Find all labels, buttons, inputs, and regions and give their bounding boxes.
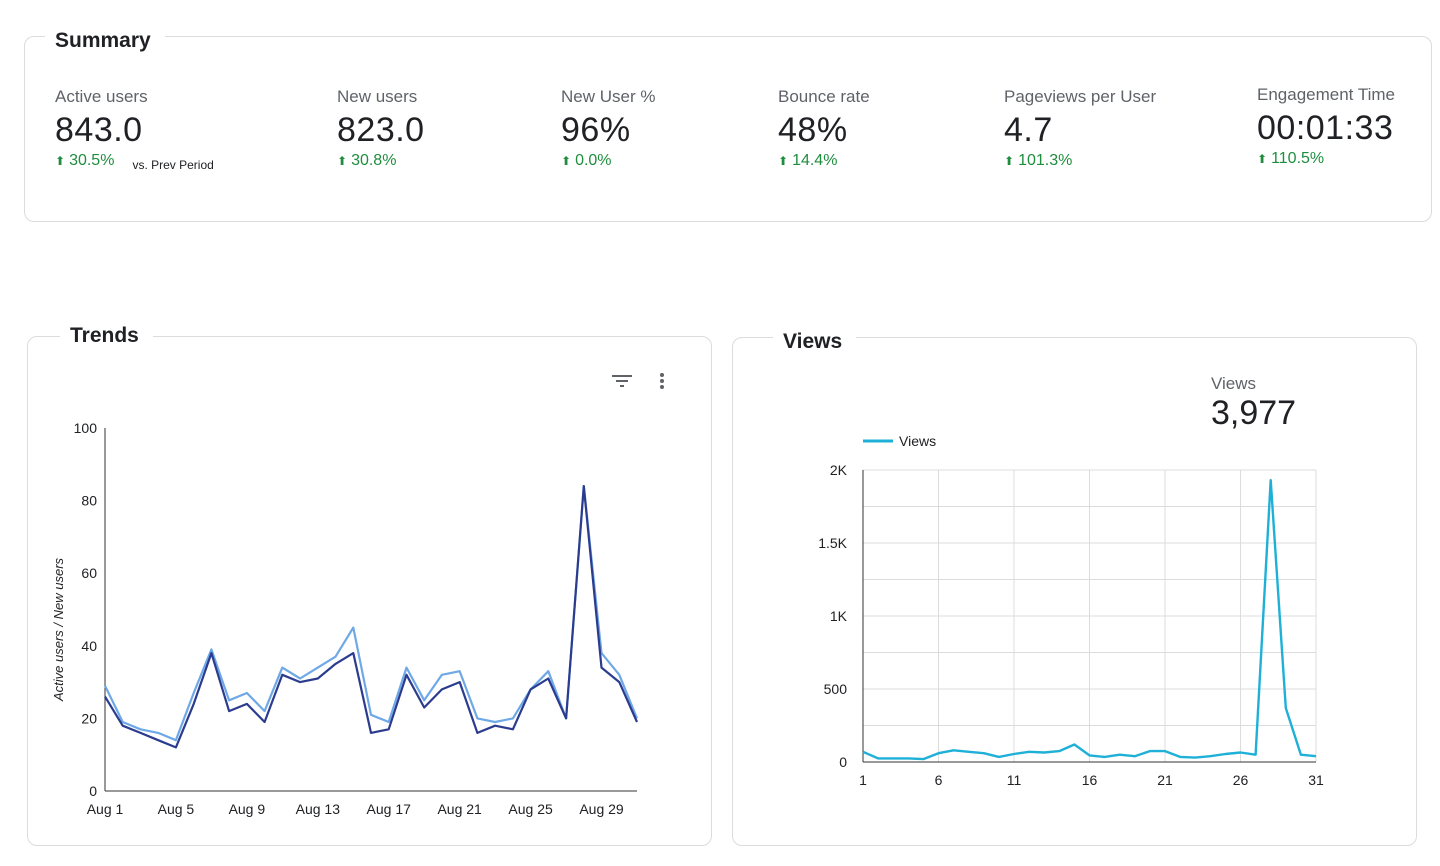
y-axis-title: Active users / New users — [51, 557, 66, 702]
arrow-up-icon: ⬆ — [778, 154, 789, 168]
y-tick-label: 500 — [824, 681, 848, 697]
x-tick-label: 1 — [859, 772, 867, 788]
metric-delta: ⬆ 30.8% — [337, 152, 397, 169]
y-tick-label: 40 — [81, 638, 97, 654]
views-card: Views Views 3,977 0 500 1K 1.5K 2K 1 6 11 16 21 26… — [732, 330, 1417, 846]
arrow-up-icon: ⬆ — [337, 154, 348, 168]
series-line-active-users — [104, 485, 639, 742]
views-title: Views — [773, 330, 857, 354]
x-tick-label: Aug 13 — [296, 801, 341, 817]
series-line-new-users — [104, 485, 639, 749]
metric-value: 48% — [778, 111, 848, 149]
trends-title: Trends — [60, 324, 153, 348]
metric-value: 823.0 — [337, 111, 425, 149]
summary-title: Summary — [45, 29, 165, 53]
series-line-views — [862, 478, 1317, 761]
metric-label: Engagement Time — [1257, 85, 1395, 104]
metric-engagement-time[interactable]: Engagement Time 00:01:33 ⬆ 110.5% — [1257, 85, 1395, 168]
x-tick-label: Aug 1 — [87, 801, 124, 817]
arrow-up-icon: ⬆ — [561, 154, 572, 168]
x-tick-label: Aug 21 — [437, 801, 482, 817]
x-tick-label: Aug 25 — [508, 801, 553, 817]
metric-label: Bounce rate — [778, 87, 870, 106]
metric-pageviews-per-user[interactable]: Pageviews per User 4.7 ⬆ 101.3% — [1004, 87, 1156, 170]
metric-label: Active users — [55, 87, 148, 106]
y-tick-label: 0 — [839, 754, 847, 770]
views-total-label: Views — [1211, 374, 1257, 393]
x-tick-label: 26 — [1233, 772, 1249, 788]
metric-new-user-pct[interactable]: New User % 96% ⬆ 0.0% — [561, 87, 655, 170]
summary-card: Summary Active users 843.0 ⬆ 30.5% vs. Pre… — [24, 29, 1432, 222]
x-tick-label: 16 — [1082, 772, 1098, 788]
y-tick-label: 1.5K — [818, 535, 847, 551]
vs-prev-period: vs. Prev Period — [132, 158, 214, 172]
metric-delta: ⬆ 0.0% — [561, 152, 612, 169]
metric-delta: ⬆ 14.4% — [778, 152, 838, 169]
x-tick-label: Aug 9 — [229, 801, 266, 817]
legend-label: Views — [899, 433, 936, 449]
x-tick-label: Aug 5 — [158, 801, 195, 817]
metric-bounce-rate[interactable]: Bounce rate 48% ⬆ 14.4% — [778, 87, 870, 170]
y-tick-label: 20 — [81, 710, 97, 726]
arrow-up-icon: ⬆ — [1004, 154, 1015, 168]
metric-value: 4.7 — [1004, 111, 1053, 149]
metric-delta: ⬆ 30.5% vs. Prev Period — [55, 152, 214, 172]
trends-chart: 0 20 40 60 80 100 Aug 1 Aug 5 Aug 9 Aug 13 Aug 17 A… — [51, 420, 639, 817]
metric-value: 843.0 — [55, 111, 143, 149]
views-total-value: 3,977 — [1211, 394, 1297, 432]
metric-active-users[interactable]: Active users 843.0 ⬆ 30.5% vs. Prev Period — [55, 87, 214, 172]
y-tick-label: 2K — [830, 462, 848, 478]
y-tick-label: 80 — [81, 493, 97, 509]
filter-icon[interactable] — [610, 371, 634, 396]
metric-label: New users — [337, 87, 418, 106]
arrow-up-icon: ⬆ — [1257, 152, 1268, 166]
trends-card: Trends 0 20 40 60 80 100 Aug 1 Aug 5 Aug 9 Aug 13… — [27, 324, 712, 846]
metric-delta: ⬆ 110.5% — [1257, 150, 1325, 167]
x-tick-label: 21 — [1157, 772, 1173, 788]
x-tick-label: Aug 29 — [579, 801, 624, 817]
metric-delta: ⬆ 101.3% — [1004, 152, 1073, 169]
more-vert-icon[interactable] — [656, 371, 668, 396]
y-tick-label: 0 — [89, 783, 97, 799]
x-tick-label: 31 — [1308, 772, 1324, 788]
y-tick-label: 1K — [830, 608, 848, 624]
metric-value: 96% — [561, 111, 631, 149]
metric-new-users[interactable]: New users 823.0 ⬆ 30.8% — [337, 87, 425, 170]
x-tick-label: 11 — [1007, 772, 1022, 788]
x-tick-label: Aug 17 — [367, 801, 412, 817]
metric-label: New User % — [561, 87, 656, 106]
x-tick-label: 6 — [935, 772, 943, 788]
arrow-up-icon: ⬆ — [55, 154, 66, 168]
y-tick-label: 100 — [74, 420, 98, 436]
metric-value: 00:01:33 — [1257, 109, 1394, 147]
metric-label: Pageviews per User — [1004, 87, 1157, 106]
y-tick-label: 60 — [81, 565, 97, 581]
